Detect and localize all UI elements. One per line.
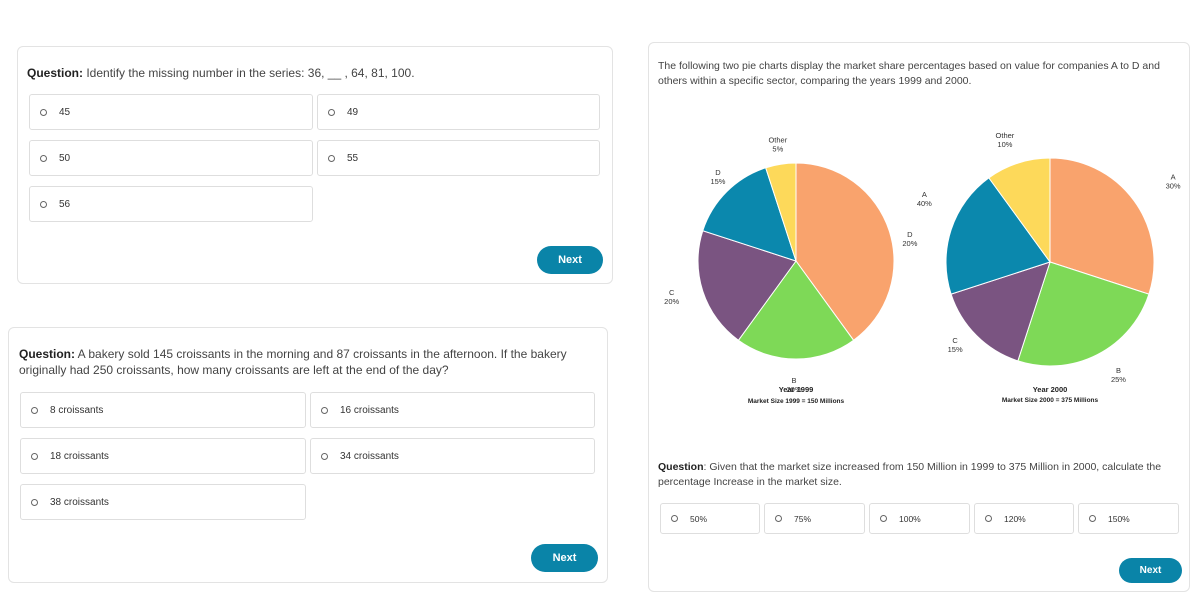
option-label: 34 croissants (340, 450, 399, 462)
radio-icon[interactable] (321, 452, 328, 460)
option-label: 100% (899, 513, 921, 524)
option-label: 55 (347, 152, 359, 164)
q2-option-1[interactable]: 8 croissants (20, 392, 306, 428)
question-1-label: Question: (27, 66, 83, 80)
option-label: 75% (794, 513, 812, 524)
radio-icon[interactable] (31, 452, 38, 460)
q1-option-4[interactable]: 55 (317, 140, 600, 176)
chart-intro-text: The following two pie charts display the… (658, 60, 1160, 87)
q1-option-1[interactable]: 45 (29, 94, 313, 130)
radio-icon[interactable] (880, 515, 887, 522)
q1-option-2[interactable]: 49 (317, 94, 600, 130)
option-label: 50% (690, 513, 708, 524)
question-2-label: Question: (19, 347, 75, 361)
q3-next-button[interactable]: Next (1119, 558, 1182, 583)
option-label: 16 croissants (340, 404, 399, 416)
q3-option-2[interactable]: 75% (764, 503, 865, 534)
q1-option-3[interactable]: 50 (29, 140, 313, 176)
radio-icon[interactable] (671, 515, 678, 522)
q2-option-3[interactable]: 18 croissants (20, 438, 306, 474)
option-label: 50 (59, 152, 71, 164)
q2-option-2[interactable]: 16 croissants (310, 392, 595, 428)
option-label: 120% (1004, 513, 1026, 524)
q3-option-4[interactable]: 120% (974, 503, 1074, 534)
q2-option-4[interactable]: 34 croissants (310, 438, 595, 474)
q1-option-5[interactable]: 56 (29, 186, 313, 222)
question-1-text: Question: Identify the missing number in… (27, 65, 607, 81)
radio-icon[interactable] (31, 406, 38, 414)
option-label: 56 (59, 198, 71, 210)
q3-option-3[interactable]: 100% (869, 503, 970, 534)
question-1-body: Identify the missing number in the serie… (83, 66, 415, 80)
option-label: 18 croissants (50, 450, 109, 462)
question-3-body: : Given that the market size increased f… (658, 461, 1162, 488)
question-2-body: A bakery sold 145 croissants in the morn… (19, 347, 567, 377)
option-label: 38 croissants (50, 496, 109, 508)
radio-icon[interactable] (328, 154, 335, 162)
radio-icon[interactable] (31, 498, 38, 506)
option-label: 150% (1108, 513, 1130, 524)
q2-option-5[interactable]: 38 croissants (20, 484, 306, 520)
question-3-label: Question (658, 461, 704, 473)
radio-icon[interactable] (328, 108, 335, 116)
radio-icon[interactable] (40, 108, 47, 116)
question-3-text: Question: Given that the market size inc… (658, 460, 1186, 490)
option-label: 8 croissants (50, 404, 104, 416)
option-label: 49 (347, 106, 359, 118)
q2-next-button[interactable]: Next (531, 544, 598, 572)
q3-option-5[interactable]: 150% (1078, 503, 1179, 534)
q3-option-1[interactable]: 50% (660, 503, 760, 534)
question-2-text: Question: A bakery sold 145 croissants i… (19, 346, 579, 378)
radio-icon[interactable] (321, 406, 328, 414)
q1-next-button[interactable]: Next (537, 246, 603, 274)
radio-icon[interactable] (40, 154, 47, 162)
radio-icon[interactable] (985, 515, 992, 522)
radio-icon[interactable] (40, 200, 47, 208)
radio-icon[interactable] (1089, 515, 1096, 522)
option-label: 45 (59, 106, 71, 118)
radio-icon[interactable] (775, 515, 782, 522)
